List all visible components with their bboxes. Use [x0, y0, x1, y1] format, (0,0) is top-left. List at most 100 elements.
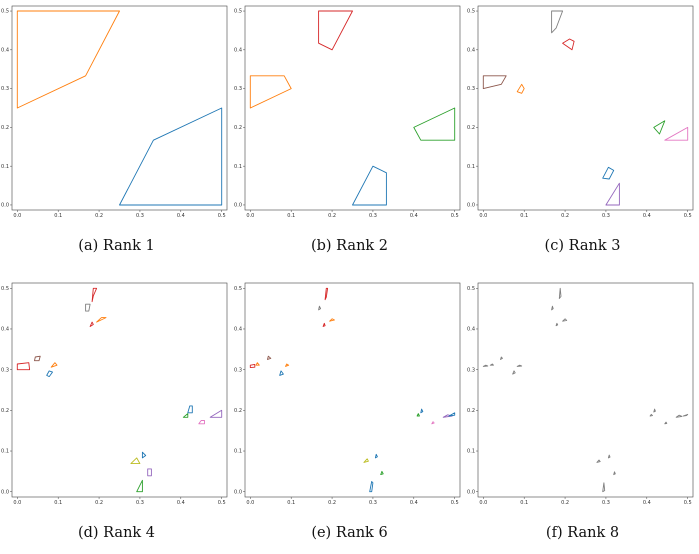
region-polygon	[664, 126, 689, 141]
x-tick-label: 0.1	[287, 500, 295, 506]
region-polygon	[380, 470, 384, 476]
region-polygon	[602, 482, 606, 493]
panel-rank-1: 0.0 0.1 0.2 0.3 0.4 0.5 0.0 0.1 0.2 0.3 0.4 0.5 (a)…	[0, 0, 233, 277]
region-polygon	[89, 321, 94, 327]
x-tick-label: 0.5	[218, 213, 226, 219]
x-tick-label: 0.4	[410, 500, 418, 506]
y-tick-label: 0.4	[234, 47, 242, 53]
region-polygon	[249, 363, 256, 369]
region-polygon	[318, 305, 322, 311]
region-polygon	[448, 412, 456, 417]
region-polygon	[50, 362, 58, 368]
x-tick-label: 0.3	[136, 213, 144, 219]
region-polygon	[613, 471, 616, 476]
region-polygon	[363, 458, 369, 463]
region-polygon	[416, 413, 420, 417]
region-polygon	[413, 107, 456, 141]
plot-frame	[477, 5, 694, 211]
panel-rank-2: 0.0 0.1 0.2 0.3 0.4 0.5 0.0 0.1 0.2 0.3 0.4 0.5 (b)…	[233, 0, 466, 277]
plot-rank-3: 0.0 0.1 0.2 0.3 0.4 0.5 0.0 0.1 0.2 0.3 0.4 0.5	[467, 5, 694, 219]
panel-rank-8: 0.0 0.1 0.2 0.3 0.4 0.5 0.0 0.1 0.2 0.3 0.4 0.5 (f)…	[466, 277, 699, 554]
x-tick-label: 0.4	[410, 213, 418, 219]
caption-rank-3: (c) Rank 3	[544, 238, 621, 254]
plot-frame	[477, 282, 694, 498]
x-tick-label: 0.3	[369, 213, 377, 219]
y-tick-label: 0.0	[467, 489, 475, 495]
x-tick-label: 0.2	[95, 500, 103, 506]
y-tick-label: 0.5	[467, 9, 475, 15]
region-polygon	[249, 75, 292, 109]
region-polygon	[431, 421, 435, 425]
y-tick-label: 0.3	[234, 367, 242, 373]
region-polygon	[182, 413, 189, 418]
y-tick-label: 0.2	[1, 125, 9, 131]
region-polygon	[653, 408, 656, 413]
x-tick-label: 0.1	[54, 500, 62, 506]
region-polygon	[209, 409, 223, 418]
region-polygon	[46, 370, 53, 378]
region-polygon	[374, 453, 378, 459]
x-tick-label: 0.0	[13, 500, 21, 506]
x-tick-label: 0.3	[602, 213, 610, 219]
y-tick-label: 0.1	[1, 449, 9, 455]
x-tick-label: 0.4	[643, 500, 651, 506]
y-tick-label: 0.3	[467, 86, 475, 92]
panel-rank-6: 0.0 0.1 0.2 0.3 0.4 0.5 0.0 0.1 0.2 0.3 0.4 0.5 (e)…	[233, 277, 466, 554]
x-tick-label: 0.2	[95, 213, 103, 219]
caption-rank-6: (e) Rank 6	[311, 525, 388, 541]
x-tick-label: 0.5	[451, 213, 459, 219]
y-tick-label: 0.4	[1, 327, 9, 333]
region-polygon	[562, 38, 575, 51]
y-tick-label: 0.5	[467, 286, 475, 292]
x-tick-label: 0.4	[177, 500, 185, 506]
caption-rank-8: (f) Rank 8	[545, 525, 620, 541]
region-polygon	[279, 370, 284, 376]
region-polygon	[516, 364, 523, 367]
y-tick-label: 0.1	[234, 164, 242, 170]
y-tick-label: 0.3	[234, 86, 242, 92]
y-tick-label: 0.4	[234, 327, 242, 333]
plot-rank-1: 0.0 0.1 0.2 0.3 0.4 0.5 0.0 0.1 0.2 0.3 0.4 0.5	[1, 5, 228, 219]
caption-rank-1: (a) Rank 1	[78, 238, 155, 254]
panel-rank-3: 0.0 0.1 0.2 0.3 0.4 0.5 0.0 0.1 0.2 0.3 0.4 0.5 (c)…	[466, 0, 699, 277]
region-polygon	[329, 318, 335, 322]
region-polygon	[500, 356, 503, 360]
y-tick-label: 0.5	[234, 286, 242, 292]
region-polygon	[682, 413, 689, 417]
region-polygon	[322, 322, 326, 327]
region-polygon	[119, 107, 223, 206]
plot-rank-4: 0.0 0.1 0.2 0.3 0.4 0.5 0.0 0.1 0.2 0.3 0.4 0.5	[1, 282, 228, 506]
region-polygon	[318, 10, 353, 51]
region-polygon	[562, 318, 568, 322]
y-tick-label: 0.3	[467, 367, 475, 373]
region-polygon	[324, 287, 329, 301]
plot-frame	[244, 5, 461, 211]
x-tick-label: 0.2	[561, 500, 569, 506]
x-tick-label: 0.0	[246, 213, 254, 219]
x-tick-label: 0.1	[520, 213, 528, 219]
region-polygon	[596, 459, 601, 463]
region-polygon	[16, 10, 120, 109]
x-tick-label: 0.2	[328, 500, 336, 506]
y-tick-label: 0.2	[234, 125, 242, 131]
region-polygon	[130, 457, 141, 465]
y-tick-label: 0.4	[1, 47, 9, 53]
y-tick-label: 0.0	[234, 489, 242, 495]
y-tick-label: 0.3	[1, 86, 9, 92]
region-polygon	[558, 287, 562, 299]
region-polygon	[91, 287, 98, 303]
caption-rank-2: (b) Rank 2	[310, 238, 389, 254]
region-polygon	[607, 454, 611, 459]
plot-frame	[11, 282, 228, 498]
y-tick-label: 0.2	[467, 125, 475, 131]
region-polygon	[551, 305, 554, 311]
panel-rank-4: 0.0 0.1 0.2 0.3 0.4 0.5 0.0 0.1 0.2 0.3 0.4 0.5 (d)…	[0, 277, 233, 554]
region-polygon	[602, 166, 615, 180]
plot-rank-8: 0.0 0.1 0.2 0.3 0.4 0.5 0.0 0.1 0.2 0.3 0.4 0.5	[467, 282, 694, 506]
region-polygon	[489, 363, 494, 366]
plot-frame	[244, 282, 461, 498]
region-polygon	[147, 468, 152, 477]
x-tick-label: 0.2	[328, 213, 336, 219]
x-tick-label: 0.5	[684, 213, 692, 219]
x-tick-label: 0.5	[218, 500, 226, 506]
